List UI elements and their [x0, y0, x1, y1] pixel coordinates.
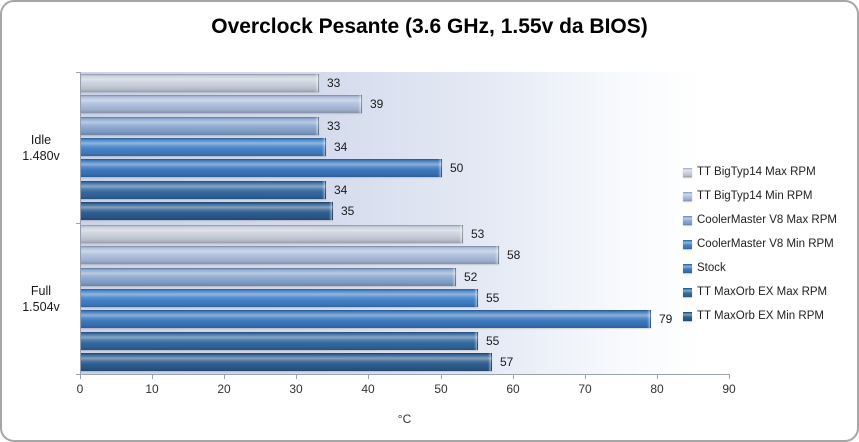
- bar-value-label: 55: [486, 334, 500, 348]
- x-axis-tick: [368, 374, 369, 379]
- bar-end-cap: [322, 181, 326, 199]
- x-axis-tick: [296, 374, 297, 379]
- x-tick-label: 50: [434, 382, 448, 396]
- bar-value-label: 39: [370, 97, 384, 111]
- x-tick-label: 10: [145, 382, 159, 396]
- bar-end-cap: [358, 95, 362, 113]
- x-axis-tick: [513, 374, 514, 379]
- bar: [81, 95, 362, 113]
- bar: [81, 310, 651, 328]
- bar-value-label: 33: [327, 76, 341, 90]
- x-axis-tick: [657, 374, 658, 379]
- bar-value-label: 58: [507, 248, 521, 262]
- x-axis-tick: [80, 374, 81, 379]
- bar: [81, 268, 456, 286]
- x-axis-tick: [152, 374, 153, 379]
- category-label: Idle 1.480v: [6, 132, 76, 164]
- legend-item: TT BigTyp14 Min RPM: [683, 184, 837, 208]
- bar-end-cap: [474, 289, 478, 307]
- bar-value-label: 53: [471, 227, 485, 241]
- bar: [81, 353, 492, 371]
- x-tick-label: 90: [722, 382, 736, 396]
- bar-end-cap: [474, 332, 478, 350]
- legend-item: CoolerMaster V8 Min RPM: [683, 232, 837, 256]
- bar-end-cap: [452, 268, 456, 286]
- x-tick-label: 20: [217, 382, 231, 396]
- legend-item: Stock: [683, 256, 837, 280]
- legend-item-label: TT MaxOrb EX Min RPM: [697, 310, 824, 322]
- legend-item-label: CoolerMaster V8 Min RPM: [697, 238, 834, 250]
- x-axis-tick: [224, 374, 225, 379]
- bar-value-label: 34: [334, 140, 348, 154]
- bar: [81, 202, 333, 220]
- legend-item: TT BigTyp14 Max RPM: [683, 160, 837, 184]
- bar-value-label: 52: [464, 270, 478, 284]
- y-axis-tick: [76, 223, 81, 224]
- legend-marker-icon: [683, 191, 692, 201]
- bar-value-label: 55: [486, 291, 500, 305]
- bar-end-cap: [315, 74, 319, 92]
- x-tick-label: 40: [361, 382, 375, 396]
- bar-value-label: 34: [334, 183, 348, 197]
- bar-end-cap: [647, 310, 651, 328]
- y-axis-tick: [76, 72, 81, 73]
- legend-item-label: TT BigTyp14 Max RPM: [697, 166, 816, 178]
- category-label-line: 1.480v: [22, 149, 60, 163]
- legend-marker-icon: [683, 239, 692, 249]
- bar-end-cap: [315, 117, 319, 135]
- bar-value-label: 50: [450, 161, 464, 175]
- legend-marker-icon: [683, 287, 692, 297]
- legend: TT BigTyp14 Max RPM TT BigTyp14 Min RPM Co…: [683, 160, 837, 328]
- plot-area: 33 53 39 58 33 52 34 55 50 79 34 55 35 57: [80, 72, 730, 375]
- bar: [81, 74, 319, 92]
- bar-end-cap: [329, 202, 333, 220]
- x-axis-tick: [729, 374, 730, 379]
- bar-value-label: 35: [341, 204, 355, 218]
- bar: [81, 332, 478, 350]
- y-axis-tick: [76, 374, 81, 375]
- legend-marker-icon: [683, 263, 692, 273]
- legend-item-label: CoolerMaster V8 Max RPM: [697, 214, 837, 226]
- x-tick-label: 80: [650, 382, 664, 396]
- category-label-line: Idle: [30, 133, 52, 147]
- legend-item: TT MaxOrb EX Min RPM: [683, 304, 837, 328]
- legend-item-label: Stock: [697, 262, 726, 274]
- category-label: Full 1.504v: [6, 283, 76, 315]
- bar-end-cap: [438, 159, 442, 177]
- legend-item: TT MaxOrb EX Max RPM: [683, 280, 837, 304]
- bar: [81, 289, 478, 307]
- x-axis-tick: [441, 374, 442, 379]
- legend-item: CoolerMaster V8 Max RPM: [683, 208, 837, 232]
- legend-item-label: TT MaxOrb EX Max RPM: [697, 286, 828, 298]
- category-label-line: Full: [30, 284, 52, 298]
- legend-marker-icon: [683, 167, 692, 177]
- legend-marker-icon: [683, 215, 692, 225]
- bar: [81, 181, 326, 199]
- legend-item-label: TT BigTyp14 Min RPM: [697, 190, 813, 202]
- bar: [81, 117, 319, 135]
- chart-title: Overclock Pesante (3.6 GHz, 1.55v da BIO…: [211, 15, 648, 38]
- x-tick-label: 70: [578, 382, 592, 396]
- bar-value-label: 33: [327, 119, 341, 133]
- x-axis-title: °C: [397, 412, 412, 426]
- bar: [81, 138, 326, 156]
- bar-value-label: 79: [659, 312, 673, 326]
- bar-end-cap: [488, 353, 492, 371]
- bar-end-cap: [495, 246, 499, 264]
- x-tick-label: 60: [506, 382, 520, 396]
- x-tick-label: 0: [76, 382, 84, 396]
- x-tick-label: 30: [289, 382, 303, 396]
- bar: [81, 225, 463, 243]
- category-label-line: 1.504v: [22, 300, 60, 314]
- bar-end-cap: [459, 225, 463, 243]
- bar: [81, 159, 442, 177]
- x-axis-tick: [585, 374, 586, 379]
- bar-end-cap: [322, 138, 326, 156]
- bar: [81, 246, 499, 264]
- legend-marker-icon: [683, 311, 692, 321]
- bar-value-label: 57: [500, 355, 514, 369]
